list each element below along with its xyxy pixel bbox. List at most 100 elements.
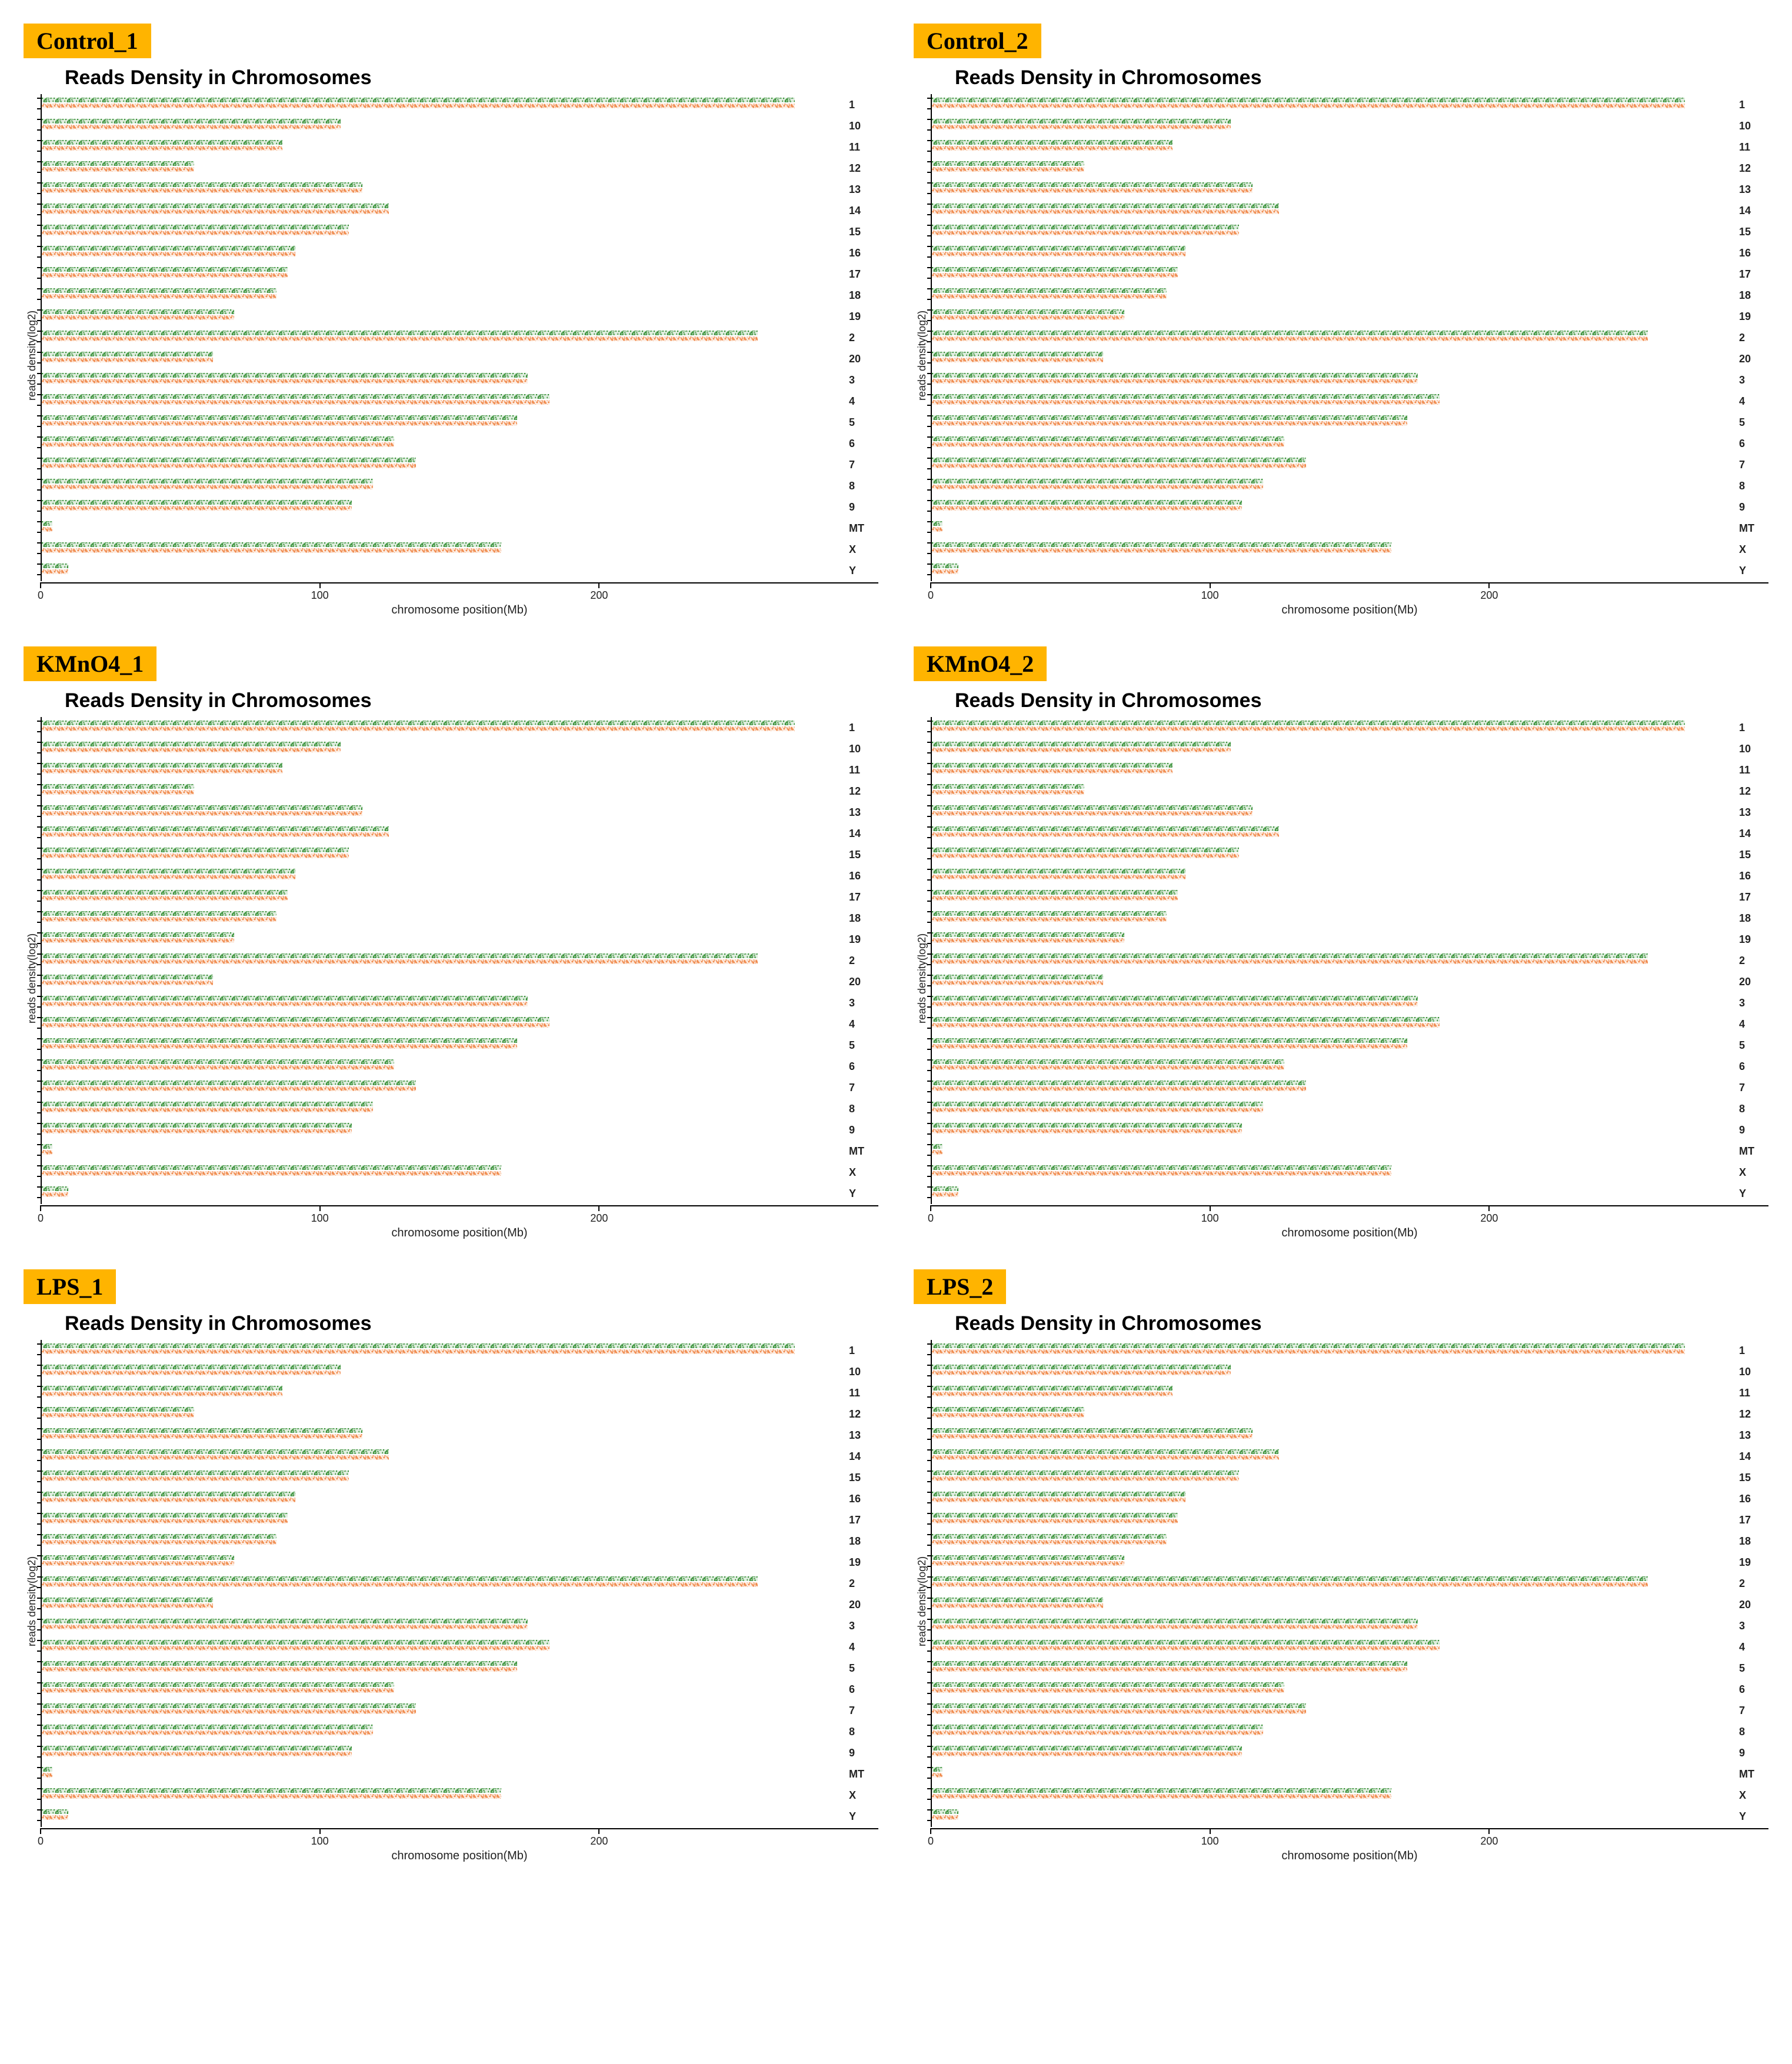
track-positive-strand [42,182,362,187]
track-negative-strand [932,896,1178,901]
chrom-row [932,200,1733,219]
plot-area [41,717,843,1204]
track-negative-strand [932,1667,1407,1672]
track-negative-strand [42,1065,394,1070]
chrom-row [42,348,843,367]
chrom-row [42,1361,843,1380]
chart-body: reads density(log2)110111213141516171819… [24,94,878,617]
x-tick: 100 [1201,1828,1219,1848]
track-negative-strand [932,1371,1231,1375]
chrom-label: 13 [849,184,878,195]
track-negative-strand [932,464,1306,468]
chrom-row [932,844,1733,863]
track-positive-strand [42,1513,288,1518]
track-positive-strand [932,911,1167,916]
chromosome-facet-labels: 1101112131415161718192203456789MTXY [843,94,878,581]
track-positive-strand [932,1386,1173,1391]
track-positive-strand [42,1186,68,1191]
chrom-label: 8 [1739,1726,1768,1737]
track-positive-strand [42,521,52,526]
chrom-row [932,1658,1733,1676]
track-positive-strand [42,98,795,102]
track-positive-strand [42,1365,341,1369]
chrom-row [932,1615,1733,1634]
track-positive-strand [42,975,213,979]
track-positive-strand [932,204,1279,208]
chrom-row [932,908,1733,926]
chrom-row [932,179,1733,198]
track-positive-strand [42,225,349,229]
chrom-label: 20 [1739,1599,1768,1610]
track-negative-strand [42,294,277,299]
track-negative-strand [932,790,1084,795]
chrom-label: Y [1739,1188,1768,1199]
chrom-row [932,1162,1733,1181]
chrom-row [932,865,1733,884]
chrom-row [932,1488,1733,1507]
chrom-label: 16 [849,871,878,881]
chrom-label: 13 [849,1430,878,1441]
track-positive-strand [42,1576,758,1581]
track-positive-strand [42,1661,517,1666]
chrom-label: 19 [1739,311,1768,322]
sample-label: LPS_1 [24,1269,116,1304]
chrom-label: 20 [849,1599,878,1610]
chrom-label: 6 [1739,438,1768,449]
chrom-row [42,1636,843,1655]
chrom-row [932,1119,1733,1138]
chrom-row [932,1742,1733,1761]
chrom-label: 11 [849,142,878,152]
track-positive-strand [932,932,1124,937]
track-negative-strand [932,506,1242,511]
chrom-row [932,1361,1733,1380]
track-negative-strand [42,1476,349,1481]
track-negative-strand [932,146,1173,151]
chart-body: reads density(log2)110111213141516171819… [914,717,1768,1240]
chrom-row [42,759,843,778]
chrom-label: 7 [1739,459,1768,470]
chart-title: Reads Density in Chromosomes [955,66,1768,89]
track-positive-strand [932,975,1103,979]
track-positive-strand [932,331,1648,335]
track-positive-strand [42,1534,277,1539]
tick-label: 100 [1201,1835,1219,1848]
chrom-label: 5 [849,1663,878,1673]
tick-label: 100 [311,1212,329,1225]
track-negative-strand [42,506,352,511]
chrom-label: 2 [849,1578,878,1589]
track-negative-strand [932,1582,1648,1587]
chrom-label: 18 [1739,1536,1768,1546]
chrom-row [42,1098,843,1117]
chrom-row [932,285,1733,304]
plot-area [931,94,1733,581]
track-negative-strand [42,1108,373,1112]
chrom-label: 6 [1739,1684,1768,1695]
x-tick: 0 [38,582,44,602]
chrom-label: 14 [849,828,878,839]
track-negative-strand [42,917,277,922]
track-positive-strand [42,563,68,568]
chrom-row [42,1785,843,1803]
track-negative-strand [42,125,341,129]
track-negative-strand [42,811,362,816]
chrom-label: 8 [849,1103,878,1114]
chrom-row [42,1742,843,1761]
track-negative-strand [42,832,389,837]
track-positive-strand [42,953,758,958]
track-positive-strand [42,458,416,462]
chrom-label: 14 [1739,1451,1768,1462]
track-negative-strand [932,726,1685,731]
chrom-label: 7 [1739,1705,1768,1716]
chrom-row [932,475,1733,494]
track-positive-strand [42,1428,362,1433]
chrom-row [932,1700,1733,1719]
chrom-row [932,496,1733,515]
track-positive-strand [42,1682,394,1687]
chrom-label: MT [849,1769,878,1779]
chrom-label: Y [849,565,878,576]
track-negative-strand [42,146,282,151]
chrom-label: 4 [849,396,878,406]
chrom-label: 2 [849,955,878,966]
chrom-row [932,348,1733,367]
track-negative-strand [932,1392,1173,1396]
